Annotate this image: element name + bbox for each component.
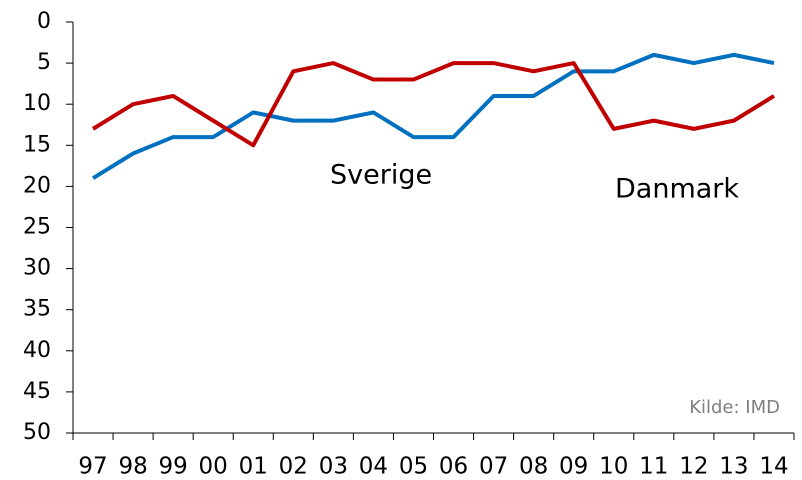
series-line <box>91 52 775 180</box>
x-tick-label: 13 <box>719 454 748 480</box>
x-tick-label: 99 <box>158 454 187 480</box>
x-tick-label: 09 <box>559 454 588 480</box>
x-tick-label: 03 <box>319 454 348 480</box>
y-tick-label: 30 <box>23 256 51 281</box>
x-tick-label: 02 <box>279 454 308 480</box>
x-tick-label: 14 <box>759 454 788 480</box>
y-tick-label: 0 <box>37 9 51 34</box>
series-label: Sverige <box>330 160 432 191</box>
y-tick-label: 45 <box>23 379 51 404</box>
x-tick-label: 07 <box>479 454 508 480</box>
x-tick-label: 01 <box>239 454 268 480</box>
y-tick-label: 5 <box>37 50 51 75</box>
y-tick-label: 50 <box>23 420 51 445</box>
x-tick-label: 05 <box>399 454 428 480</box>
y-tick-label: 10 <box>23 91 51 116</box>
series-line <box>91 61 776 148</box>
y-tick-label: 15 <box>23 132 51 157</box>
x-tick-label: 10 <box>599 454 628 480</box>
x-tick-label: 06 <box>439 454 468 480</box>
series-label: Danmark <box>615 174 739 205</box>
source-note: Kilde: IMD <box>689 397 780 418</box>
x-tick-label: 04 <box>359 454 388 480</box>
y-tick-label: 20 <box>23 173 51 198</box>
x-tick-label: 08 <box>519 454 548 480</box>
x-tick-label: 97 <box>78 454 107 480</box>
y-tick-label: 40 <box>23 338 51 363</box>
x-tick-label: 11 <box>639 454 668 480</box>
x-tick-label: 12 <box>679 454 708 480</box>
y-tick-label: 35 <box>23 297 51 322</box>
x-tick-label: 98 <box>118 454 147 480</box>
x-tick-label: 00 <box>199 454 228 480</box>
y-tick-label: 25 <box>23 215 51 240</box>
